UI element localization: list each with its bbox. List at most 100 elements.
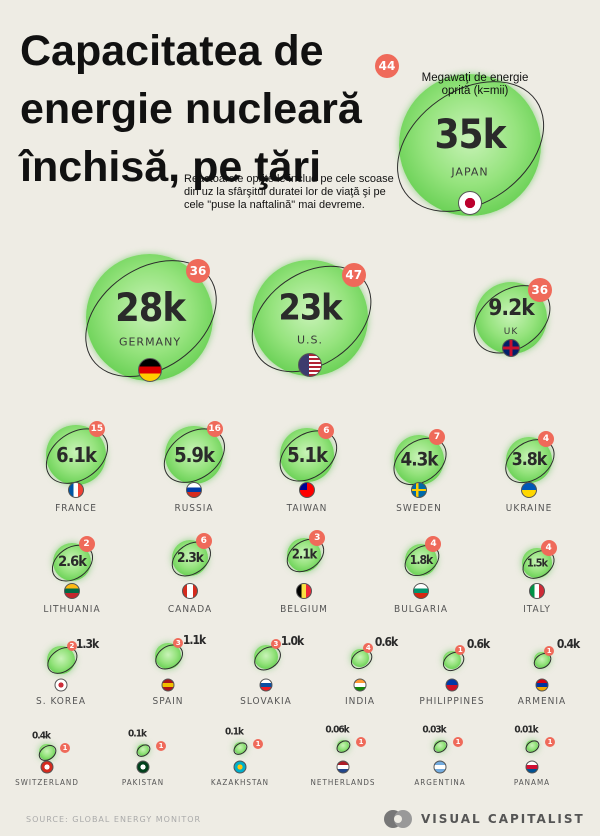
flag-icon bbox=[299, 482, 315, 498]
reactor-count-badge: 47 bbox=[341, 262, 366, 287]
country-name: RUSSIA bbox=[174, 503, 214, 514]
visual-capitalist-logo-icon bbox=[384, 810, 412, 828]
country-name: INDIA bbox=[344, 696, 376, 707]
country-name: ARMENIA bbox=[517, 696, 567, 707]
flag-icon bbox=[529, 583, 545, 599]
country-bubble bbox=[534, 652, 550, 668]
value-label: 0.03k bbox=[422, 724, 446, 736]
value-label: 0.4k bbox=[556, 637, 580, 651]
country-name: PAKISTAN bbox=[121, 778, 165, 787]
value-label: 5.9k bbox=[174, 443, 215, 467]
flag-icon bbox=[535, 678, 549, 692]
flag-icon bbox=[433, 760, 447, 774]
reactor-count-badge: 15 bbox=[88, 420, 105, 437]
value-label: 0.01k bbox=[514, 724, 538, 736]
country-name: TAIWAN bbox=[286, 503, 328, 514]
reactor-count-badge: 4 bbox=[538, 430, 555, 447]
reactor-count-badge: 4 bbox=[540, 540, 557, 557]
value-label: 1.0k bbox=[280, 634, 304, 648]
country-name: UKRAINE bbox=[505, 503, 553, 514]
country-name: S. KOREA bbox=[36, 696, 86, 707]
value-label: 0.06k bbox=[325, 724, 349, 736]
flag-icon bbox=[298, 353, 322, 378]
chart-title: Capacitatea de energie nucleară închisă,… bbox=[20, 27, 362, 191]
chart-note: Reactoarele oprite le includ pe cele sco… bbox=[184, 173, 394, 211]
flag-icon bbox=[40, 760, 54, 774]
flag-icon bbox=[411, 482, 427, 498]
size-legend: Megawaţi de energie oprită (k=mii) bbox=[421, 72, 529, 97]
reactor-count-badge: 3 bbox=[173, 638, 184, 648]
country-bubble bbox=[337, 740, 349, 752]
reactor-count-badge: 1 bbox=[455, 644, 466, 655]
flag-icon bbox=[54, 678, 68, 692]
country-name: PANAMA bbox=[513, 778, 551, 787]
flag-icon bbox=[458, 191, 482, 216]
flag-icon bbox=[525, 760, 539, 774]
value-label: 3.8k bbox=[511, 450, 547, 470]
flag-icon bbox=[259, 678, 273, 692]
flag-icon bbox=[521, 482, 537, 498]
reactor-count-badge: 7 bbox=[428, 429, 445, 446]
value-label: 2.6k bbox=[58, 554, 87, 570]
country-name: ARGENTINA bbox=[414, 778, 466, 787]
country-name: SPAIN bbox=[152, 696, 184, 707]
reactor-count-badge: 1 bbox=[356, 737, 366, 747]
flag-icon bbox=[445, 678, 459, 692]
country-name: SWITZERLAND bbox=[15, 778, 79, 787]
value-label: 1.1k bbox=[182, 633, 206, 647]
country-name: BELGIUM bbox=[280, 604, 328, 615]
country-bubble bbox=[350, 648, 370, 668]
country-name: SWEDEN bbox=[396, 503, 442, 514]
flag-icon bbox=[64, 583, 80, 599]
country-name: NETHERLANDS bbox=[310, 778, 376, 787]
value-label: 1.3k bbox=[75, 637, 99, 651]
value-label: 1.5k bbox=[526, 556, 548, 570]
reactor-count-badge: 1 bbox=[253, 739, 263, 749]
country-name: ITALY bbox=[523, 604, 551, 615]
flag-icon bbox=[138, 358, 162, 383]
value-label: 35k bbox=[434, 112, 506, 158]
reactor-count-badge: 2 bbox=[78, 535, 95, 552]
country-bubble bbox=[234, 742, 246, 754]
source-credit: SOURCE: GLOBAL ENERGY MONITOR bbox=[26, 815, 202, 824]
country-name: BULGARIA bbox=[394, 604, 448, 615]
reactor-count-badge: 6 bbox=[195, 532, 212, 549]
reactor-count-badge: 36 bbox=[527, 277, 552, 302]
value-label: 0.4k bbox=[32, 730, 51, 742]
reactor-count-badge: 3 bbox=[270, 639, 281, 650]
flag-icon bbox=[336, 760, 350, 774]
value-label: 0.1k bbox=[225, 726, 244, 738]
country-name: GERMANY bbox=[118, 335, 182, 349]
reactor-count-badge: 4 bbox=[425, 536, 442, 553]
flag-icon bbox=[296, 583, 312, 599]
value-label: 0.6k bbox=[374, 635, 398, 649]
country-bubble bbox=[526, 740, 538, 752]
country-name: PHILIPPINES bbox=[419, 696, 485, 707]
reactor-count-badge: 1 bbox=[453, 737, 463, 747]
flag-icon bbox=[353, 678, 367, 692]
value-label: 23k bbox=[278, 287, 343, 329]
country-name: CANADA bbox=[167, 604, 213, 615]
flag-icon bbox=[182, 583, 198, 599]
reactor-count-badge: 16 bbox=[206, 421, 223, 438]
country-bubble bbox=[434, 740, 446, 752]
flag-icon bbox=[161, 678, 175, 692]
reactor-count-badge: 2 bbox=[66, 641, 77, 652]
flag-icon bbox=[68, 482, 84, 498]
flag-icon bbox=[186, 482, 202, 498]
value-label: 2.3k bbox=[177, 550, 204, 566]
country-name: JAPAN bbox=[451, 165, 489, 179]
reactor-count-badge: 4 bbox=[363, 642, 374, 653]
country-bubble bbox=[442, 650, 462, 670]
country-name: KAZAKHSTAN bbox=[210, 778, 270, 787]
reactor-count-badge: 1 bbox=[545, 737, 555, 747]
flag-icon bbox=[413, 583, 429, 599]
value-label: 28k bbox=[115, 285, 186, 331]
value-label: 1.8k bbox=[409, 553, 433, 567]
country-bubble bbox=[137, 744, 149, 756]
country-name: LITHUANIA bbox=[43, 604, 101, 615]
country-bubble bbox=[39, 744, 55, 760]
value-label: 4.3k bbox=[400, 449, 439, 471]
reactor-count-badge: 36 bbox=[185, 258, 210, 283]
reactor-count-badge: 6 bbox=[318, 422, 335, 439]
